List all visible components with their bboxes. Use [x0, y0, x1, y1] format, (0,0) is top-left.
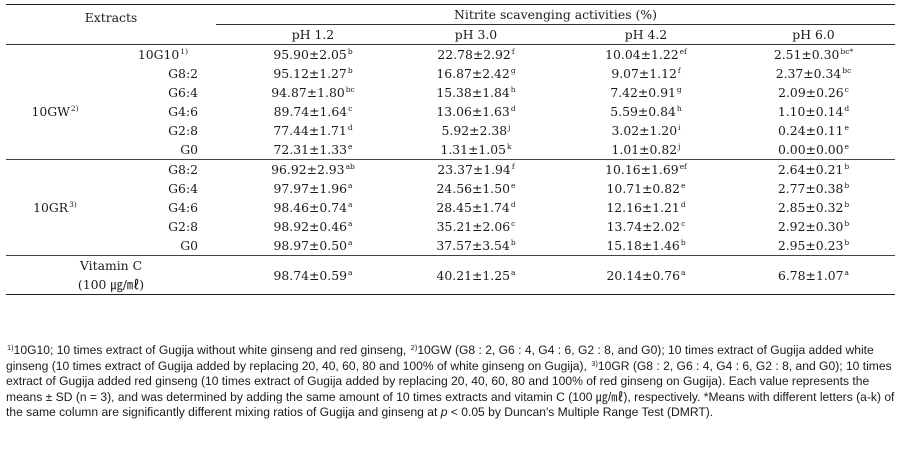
value-cell: 2.92±0.30b: [777, 219, 850, 234]
row-label: G0: [180, 238, 198, 253]
table-row-10GW: 10GW2) G8:2 95.12±1.27b 16.87±2.42g 9.07…: [6, 64, 895, 119]
table-footnote: 1)10G10; 10 times extract of Gugija with…: [6, 343, 895, 419]
value-cell: 10.16±1.69ef: [560, 159, 732, 179]
value-cell: 24.56±1.50e: [436, 181, 516, 196]
table-row-10GR: 10GR3) G8:2 96.92±2.93ab 23.37±1.94f 10.…: [6, 159, 895, 256]
row-label: G8:2: [168, 66, 198, 81]
row-label: G6:4: [168, 181, 198, 196]
row-label-10G10: 10G101): [6, 44, 216, 64]
value-cell: 16.87±2.42g: [436, 66, 516, 81]
value-cell: 94.87±1.80bc: [271, 85, 355, 100]
table-row-10GW: G4:6 89.74±1.64c 13.06±1.63d 5.59±0.84h …: [6, 102, 895, 121]
value-cell: 0.00±0.00e: [777, 142, 849, 157]
value-cell: 2.51±0.30bc*: [732, 44, 895, 64]
value-cell: 12.16±1.21d: [606, 200, 686, 215]
value-cell: 22.78±2.92f: [392, 44, 560, 64]
value-cell: 13.06±1.63d: [436, 104, 516, 119]
vitamin-c-concentration: (100 ㎍/㎖): [77, 277, 145, 292]
value-cell: 20.14±0.76a: [560, 255, 732, 295]
extracts-header: Extracts: [6, 4, 216, 45]
row-label: G2:8: [168, 123, 198, 138]
group-label-10GW: 10GW2): [31, 104, 79, 119]
table-row-10GR: G6:4 97.97±1.96a 24.56±1.50e 10.71±0.82e…: [6, 179, 895, 198]
table-row-10GW: G6:4 94.87±1.80bc 15.38±1.84h 7.42±0.91g…: [6, 83, 895, 102]
value-cell: 98.97±0.50a: [273, 238, 353, 253]
value-cell: 95.12±1.27b: [273, 66, 353, 81]
value-cell: 15.38±1.84h: [436, 85, 516, 100]
header-row-1: Extracts Nitrite scavenging activities (…: [6, 4, 895, 45]
value-cell: 72.31±1.33e: [273, 142, 353, 157]
header-row-2: pH 1.2 pH 3.0 pH 4.2 pH 6.0: [6, 25, 895, 45]
value-cell: 2.85±0.32b: [777, 200, 850, 215]
value-cell: 2.77±0.38b: [777, 181, 850, 196]
table-row-10GW: G2:8 77.44±1.71d 5.92±2.38j 3.02±1.20i 0…: [6, 121, 895, 140]
row-label: G6:4: [168, 85, 198, 100]
row-label-vitamin-c: Vitamin C (100 ㎍/㎖): [6, 255, 216, 295]
value-cell: 3.02±1.20i: [611, 123, 681, 138]
ph-header: pH 3.0: [454, 27, 498, 42]
row-label: G8:2: [104, 159, 216, 179]
value-cell: 6.78±1.07a: [732, 255, 895, 295]
value-cell: 2.09±0.26c: [778, 85, 849, 100]
value-cell: 2.95±0.23b: [777, 238, 850, 253]
table-row-10GW: G0 72.31±1.33e 1.31±1.05k 1.01±0.82j 0.0…: [6, 140, 895, 160]
row-label: G4:6: [168, 200, 198, 215]
ph-header: pH 6.0: [792, 27, 835, 42]
value-cell: 98.74±0.59a: [216, 255, 392, 295]
value-cell: 1.10±0.14d: [777, 104, 850, 119]
value-cell: 37.57±3.54b: [436, 238, 516, 253]
vitamin-c-label: Vitamin C: [79, 258, 143, 273]
value-cell: 35.21±2.06c: [436, 219, 516, 234]
value-cell: 98.92±0.46a: [273, 219, 353, 234]
value-cell: 1.31±1.05k: [440, 142, 512, 157]
value-cell: 9.07±1.12f: [611, 66, 681, 81]
value-cell: 2.64±0.21b: [732, 159, 895, 179]
value-cell: 7.42±0.91g: [610, 85, 682, 100]
value-cell: 1.01±0.82j: [611, 142, 681, 157]
value-cell: 28.45±1.74d: [436, 200, 516, 215]
nitrite-group-header: Nitrite scavenging activities (%): [216, 4, 895, 25]
group-label-10GR: 10GR3): [6, 159, 104, 256]
value-cell: 13.74±2.02c: [606, 219, 686, 234]
table-row-10GR: G2:8 98.92±0.46a 35.21±2.06c 13.74±2.02c…: [6, 217, 895, 236]
table-row-10GR: G0 98.97±0.50a 37.57±3.54b 15.18±1.46b 2…: [6, 236, 895, 256]
value-cell: 5.92±2.38j: [441, 123, 511, 138]
ph-header: pH 1.2: [291, 27, 335, 42]
value-cell: 23.37±1.94f: [392, 159, 560, 179]
value-cell: 10.71±0.82e: [606, 181, 686, 196]
value-cell: 89.74±1.64c: [273, 104, 353, 119]
value-cell: 95.90±2.05b: [216, 44, 392, 64]
value-cell: 97.97±1.96a: [273, 181, 353, 196]
value-cell: 2.37±0.34bc: [775, 66, 852, 81]
value-cell: 0.24±0.11e: [777, 123, 849, 138]
value-cell: 96.92±2.93ab: [216, 159, 392, 179]
table-row-10GR: G4:6 98.46±0.74a 28.45±1.74d 12.16±1.21d…: [6, 198, 895, 217]
row-label: G4:6: [168, 104, 198, 119]
nitrite-scavenging-table: Extracts Nitrite scavenging activities (…: [6, 4, 895, 295]
value-cell: 5.59±0.84h: [610, 104, 682, 119]
row-label: G0: [180, 142, 198, 157]
value-cell: 10.04±1.22ef: [560, 44, 732, 64]
ph-header: pH 4.2: [624, 27, 668, 42]
value-cell: 40.21±1.25a: [392, 255, 560, 295]
table-row-10G10: 10G101) 95.90±2.05b 22.78±2.92f 10.04±1.…: [6, 44, 895, 64]
value-cell: 77.44±1.71d: [273, 123, 353, 138]
value-cell: 98.46±0.74a: [273, 200, 353, 215]
table-row-vitamin-c: Vitamin C (100 ㎍/㎖) 98.74±0.59a 40.21±1.…: [6, 255, 895, 295]
row-label: G2:8: [168, 219, 198, 234]
value-cell: 15.18±1.46b: [606, 238, 686, 253]
